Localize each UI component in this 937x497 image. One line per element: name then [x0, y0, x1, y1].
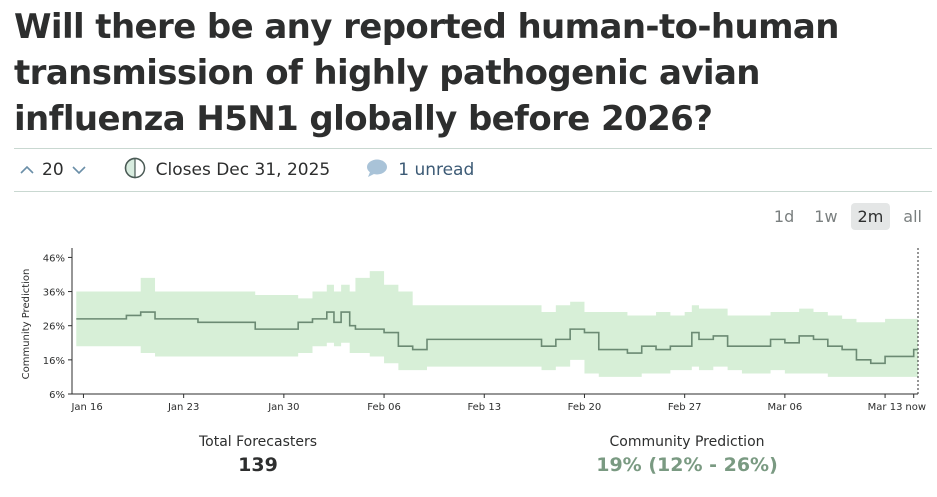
x-tick-label: Feb 20 [568, 402, 602, 413]
speech-bubble-icon [366, 158, 398, 183]
total-forecasters-value: 139 [238, 454, 278, 476]
x-tick-label: now [905, 402, 926, 413]
x-tick-label: Mar 13 [868, 402, 903, 413]
range-tab-1w[interactable]: 1w [814, 207, 838, 226]
y-tick-label: 46% [43, 253, 65, 264]
y-axis-label: Community Prediction [21, 269, 32, 380]
community-prediction-chart: 6% 16% 26% 36% 46% Community Prediction Jan 16… [21, 248, 926, 413]
y-tick-label: 36% [43, 288, 65, 299]
x-tick-label: Feb 13 [467, 402, 501, 413]
y-tick-label: 6% [49, 390, 65, 401]
range-tab-all[interactable]: all [903, 207, 922, 226]
clock-pie-icon [124, 157, 156, 184]
range-tab-1d[interactable]: 1d [773, 207, 795, 226]
range-tab-2m[interactable]: 2m [850, 203, 891, 230]
x-tick-label: Jan 16 [70, 402, 102, 413]
question-meta-bar: 20 Closes Dec 31, 2025 1 unread [14, 148, 932, 192]
y-tick-label: 26% [43, 322, 65, 333]
x-tick-label: Feb 27 [668, 402, 702, 413]
summary-stats: Total Forecasters 139 Community Predicti… [0, 434, 937, 494]
chevron-up-icon[interactable] [18, 161, 36, 179]
median-line [76, 311, 918, 365]
x-tick-label: Mar 06 [767, 402, 802, 413]
vote-control: 20 [18, 160, 88, 180]
unread-count: 1 unread [398, 160, 475, 180]
x-tick-label: Jan 23 [167, 402, 199, 413]
x-tick-label: Feb 06 [367, 402, 401, 413]
chevron-down-icon[interactable] [70, 161, 88, 179]
unread-comments[interactable]: 1 unread [366, 158, 474, 183]
community-prediction: Community Prediction 19% (12% - 26%) [560, 434, 814, 476]
question-title: Will there be any reported human-to-huma… [14, 7, 839, 139]
community-prediction-label: Community Prediction [609, 434, 765, 450]
closes-date: Closes Dec 31, 2025 [155, 160, 331, 180]
y-tick-label: 16% [43, 356, 65, 367]
community-prediction-value: 19% (12% - 26%) [596, 454, 778, 476]
x-tick-label: Jan 30 [267, 402, 299, 413]
total-forecasters: Total Forecasters 139 [158, 434, 358, 476]
closes-info: Closes Dec 31, 2025 [124, 157, 331, 184]
time-range-tabs: 1d 1w 2m all [767, 203, 929, 230]
confidence-band [76, 271, 918, 377]
total-forecasters-label: Total Forecasters [198, 434, 318, 450]
vote-score: 20 [42, 160, 64, 180]
